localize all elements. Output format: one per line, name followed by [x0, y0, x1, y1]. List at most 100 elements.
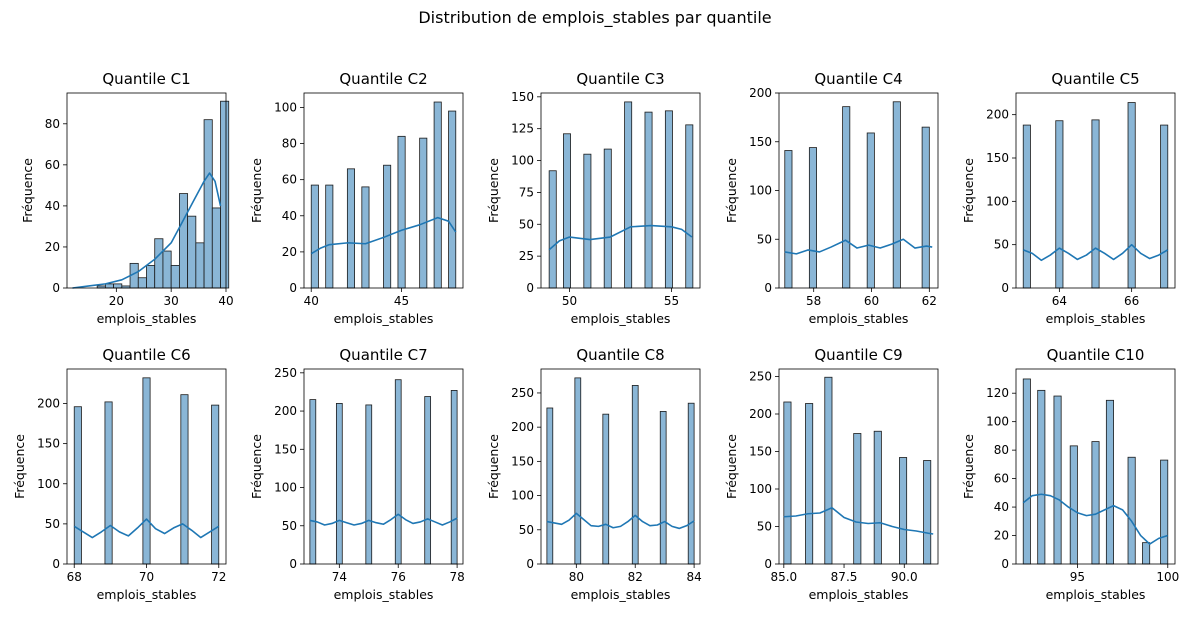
- histogram-bar: [211, 207, 221, 289]
- y-tick-label: 0: [52, 281, 60, 295]
- subplot-9: 85.0 87.5 90.0 0 50 100 150 200 250 Quantile C9 em…: [724, 346, 939, 602]
- y-tick-label: 80: [45, 117, 60, 131]
- histogram-bar: [154, 238, 164, 289]
- x-tick-label: 58: [806, 294, 821, 308]
- y-tick-label: 150: [986, 151, 1009, 165]
- y-tick-label: 0: [764, 557, 772, 571]
- y-axis-label: Fréquence: [961, 158, 976, 223]
- x-tick-label: 55: [664, 294, 679, 308]
- y-tick-label: 80: [994, 443, 1009, 457]
- histogram-bar: [137, 277, 147, 289]
- histogram-bar: [424, 396, 432, 565]
- y-axis-label: Fréquence: [961, 434, 976, 499]
- histogram-bar: [685, 124, 694, 289]
- x-axis-label: emplois_stables: [97, 587, 197, 602]
- histogram-bar: [892, 101, 901, 289]
- x-axis-label: emplois_stables: [1046, 587, 1146, 602]
- y-tick-label: 0: [1001, 557, 1009, 571]
- kde-line: [1022, 243, 1169, 262]
- subplot-4: 58 60 62 0 50 100 150 200 Quantile C4 emplois_sta…: [724, 70, 939, 326]
- x-tick-label: 72: [211, 570, 226, 584]
- axes-frame: [303, 368, 464, 565]
- kde-line: [309, 513, 458, 526]
- histogram-bar: [325, 184, 334, 289]
- x-axis-label: emplois_stables: [809, 587, 909, 602]
- histogram-bar: [180, 394, 189, 565]
- histogram-bar: [383, 164, 392, 289]
- subplot-6: 68 70 72 0 50 100 150 200 Quantile C6 emplois_sta…: [12, 346, 226, 602]
- y-tick-label: 200: [511, 420, 534, 434]
- histogram-bar: [170, 265, 180, 289]
- histogram-bar: [548, 170, 557, 289]
- y-axis-label: Fréquence: [724, 434, 739, 499]
- histogram-bar: [104, 401, 113, 565]
- y-tick-label: 100: [986, 415, 1009, 429]
- histogram-bar: [784, 150, 793, 289]
- axes-frame: [303, 92, 464, 289]
- subplot-title: Quantile C3: [576, 70, 664, 88]
- axes-frame: [778, 368, 939, 565]
- x-tick-label: 70: [139, 570, 154, 584]
- x-tick-label: 78: [449, 570, 464, 584]
- histogram-bar: [1127, 102, 1136, 289]
- histogram-bar: [602, 413, 610, 565]
- histogram-bar: [433, 101, 442, 289]
- y-tick-label: 100: [37, 477, 60, 491]
- y-tick-label: 100: [749, 184, 772, 198]
- histogram-bar: [178, 193, 189, 289]
- histogram-bar: [1160, 459, 1169, 565]
- x-tick-label: 64: [1052, 294, 1067, 308]
- y-tick-label: 50: [282, 519, 297, 533]
- x-axis-label: emplois_stables: [334, 311, 434, 326]
- histogram-bar: [659, 411, 667, 565]
- y-tick-label: 20: [282, 245, 297, 259]
- histogram-bar: [1053, 395, 1062, 565]
- subplot-2: 40 45 0 20 40 60 80 100 Quantile C2 emplois_stabl…: [249, 70, 464, 326]
- histogram-bar: [1127, 456, 1136, 565]
- histogram-bar: [1022, 124, 1031, 289]
- histogram-bar: [448, 110, 457, 289]
- histogram-bar: [394, 379, 402, 565]
- y-axis-label: Fréquence: [249, 158, 264, 223]
- y-axis-label: Fréquence: [20, 158, 35, 223]
- y-tick-label: 50: [757, 232, 772, 246]
- y-tick-label: 200: [274, 404, 297, 418]
- histogram-bar: [73, 406, 82, 565]
- histogram-bar: [203, 119, 213, 289]
- x-tick-label: 95: [1070, 570, 1085, 584]
- subplot-7: 74 76 78 0 50 100 150 200 250 Quantile C7 emplois_…: [249, 346, 465, 602]
- subplot-1: 20 30 40 0 20 40 60 80 Quantile C1 emplois_stable…: [20, 70, 234, 326]
- y-tick-label: 60: [994, 472, 1009, 486]
- histogram-bar: [808, 147, 817, 289]
- kde-line: [73, 518, 220, 539]
- y-tick-label: 0: [526, 557, 534, 571]
- kde-line: [784, 238, 933, 255]
- histogram-bar: [146, 265, 156, 289]
- histogram-bar: [1105, 399, 1114, 565]
- histogram-bar: [211, 404, 220, 565]
- y-tick-label: 0: [1001, 281, 1009, 295]
- x-tick-label: 66: [1124, 294, 1139, 308]
- y-tick-label: 200: [37, 397, 60, 411]
- y-tick-label: 25: [519, 249, 534, 263]
- histogram-bar: [873, 430, 882, 565]
- x-tick-label: 68: [67, 570, 82, 584]
- x-tick-label: 84: [686, 570, 701, 584]
- histogram-bar: [346, 168, 355, 289]
- y-tick-label: 200: [749, 407, 772, 421]
- y-tick-label: 100: [986, 194, 1009, 208]
- axes-frame: [540, 368, 701, 565]
- x-tick-label: 30: [164, 294, 179, 308]
- histogram-bar: [1142, 542, 1151, 565]
- y-tick-label: 150: [511, 454, 534, 468]
- y-tick-label: 40: [994, 500, 1009, 514]
- x-tick-label: 90.0: [891, 570, 918, 584]
- histogram-bar: [923, 460, 932, 565]
- histogram-bar: [631, 385, 639, 565]
- histogram-bar: [805, 403, 814, 565]
- histogram-bar: [563, 133, 571, 289]
- x-tick-label: 87.5: [831, 570, 858, 584]
- x-tick-label: 40: [218, 294, 233, 308]
- x-tick-label: 50: [562, 294, 577, 308]
- y-tick-label: 250: [511, 386, 534, 400]
